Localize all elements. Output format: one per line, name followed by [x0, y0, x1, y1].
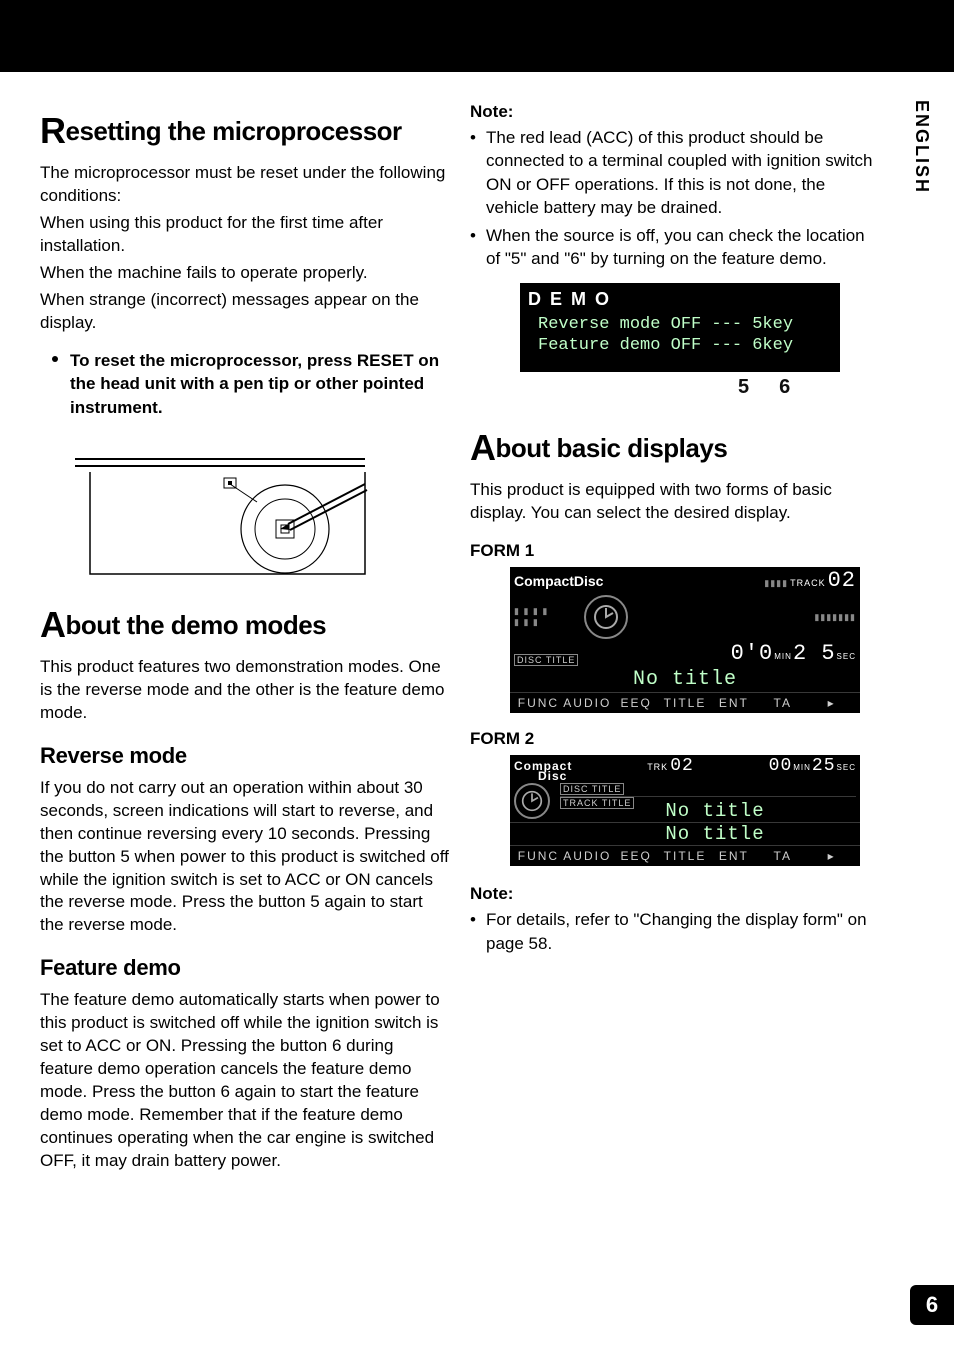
- basic-title-rest: bout basic displays: [496, 433, 728, 463]
- form1-menu-6: ▸: [807, 696, 856, 710]
- form1-time: 0'0: [731, 641, 774, 666]
- form2-trk-label: TRK: [647, 762, 668, 772]
- feature-demo-title: Feature demo: [40, 955, 450, 981]
- basic-bigcap: A: [470, 427, 496, 468]
- demo-bigcap: A: [40, 604, 66, 645]
- feature-demo-body: The feature demo automatically starts wh…: [40, 989, 450, 1173]
- form1-no-title: No title: [633, 668, 737, 691]
- demo-num-5: 5: [738, 376, 749, 399]
- left-column: Resetting the microprocessor The micropr…: [40, 102, 450, 1177]
- form1-menu-0: FUNC: [514, 696, 563, 710]
- demo-lcd-screenshot: D E M O Reverse mode OFF --- 5key Featur…: [520, 283, 840, 373]
- page-number-badge: 6: [910, 1285, 954, 1325]
- form1-track-num: 02: [828, 568, 856, 593]
- right-column: Note: The red lead (ACC) of this product…: [470, 102, 880, 1177]
- form2-menu-0: FUNC: [514, 849, 563, 863]
- cd-icon: [584, 595, 628, 639]
- form1-menu-row: FUNC AUDIO EEQ TITLE ENT TA ▸: [510, 692, 860, 713]
- form1-time-min: MIN: [774, 652, 792, 661]
- form2-disc-title-label: DISC TITLE: [560, 783, 624, 795]
- form2-cd-label2: Disc: [514, 769, 567, 783]
- form2-track-title-label: TRACK TITLE: [560, 797, 634, 809]
- resetting-p3: When the machine fails to operate proper…: [40, 262, 450, 285]
- header-bar: [0, 0, 954, 72]
- resetting-p1: The microprocessor must be reset under t…: [40, 162, 450, 208]
- form1-menu-2: EEQ: [612, 696, 661, 710]
- form2-trk-num: 02: [670, 756, 694, 776]
- form2-time-sec-val: 25: [812, 756, 836, 776]
- bullet-icon: [52, 356, 58, 362]
- form2-menu-5: TA: [758, 849, 807, 863]
- form1-time-sec-val: 2 5: [793, 641, 836, 666]
- form2-menu-1: AUDIO: [563, 849, 612, 863]
- basic-title: About basic displays: [470, 427, 880, 469]
- form2-time: 00: [769, 756, 793, 776]
- demo-num-6: 6: [779, 376, 790, 399]
- note1-label: Note:: [470, 102, 880, 122]
- reset-instruction: To reset the microprocessor, press RESET…: [52, 349, 450, 420]
- note1-item-0: The red lead (ACC) of this product shoul…: [470, 126, 880, 220]
- demo-lcd-title: D E M O: [528, 289, 832, 310]
- note1-item-1: When the source is off, you can check th…: [470, 224, 880, 271]
- form2-no-title2: No title: [665, 823, 764, 845]
- form2-menu-2: EEQ: [612, 849, 661, 863]
- language-tab: ENGLISH: [911, 100, 932, 194]
- form1-menu-3: TITLE: [661, 696, 710, 710]
- form1-menu-5: TA: [758, 696, 807, 710]
- resetting-title: Resetting the microprocessor: [40, 110, 450, 152]
- form1-label: FORM 1: [470, 541, 880, 561]
- form1-menu-1: AUDIO: [563, 696, 612, 710]
- demo-title: About the demo modes: [40, 604, 450, 646]
- note2-list: For details, refer to "Changing the disp…: [470, 908, 880, 955]
- reset-illustration: [70, 434, 370, 584]
- form1-menu-4: ENT: [709, 696, 758, 710]
- form2-no-title1: No title: [665, 800, 764, 822]
- reverse-mode-title: Reverse mode: [40, 743, 450, 769]
- form2-screenshot: Compact Disc TRK 02 00 MIN 25 SEC: [510, 755, 860, 866]
- resetting-p4: When strange (incorrect) messages appear…: [40, 289, 450, 335]
- note2-label: Note:: [470, 884, 880, 904]
- form2-menu-4: ENT: [709, 849, 758, 863]
- form2-time-min: MIN: [793, 763, 811, 772]
- form1-cd-label: CompactDisc: [514, 573, 603, 589]
- resetting-title-rest: esetting the microprocessor: [66, 116, 402, 146]
- reverse-mode-body: If you do not carry out an operation wit…: [40, 777, 450, 938]
- demo-title-rest: bout the demo modes: [66, 610, 327, 640]
- demo-lcd-nums: 5 6: [738, 376, 880, 399]
- demo-lcd-line1: Reverse mode OFF --- 5key: [528, 314, 832, 335]
- form2-menu-3: TITLE: [661, 849, 710, 863]
- basic-intro: This product is equipped with two forms …: [470, 479, 880, 525]
- note2-item-0: For details, refer to "Changing the disp…: [470, 908, 880, 955]
- reset-bullet-text: To reset the microprocessor, press RESET…: [70, 349, 450, 420]
- form1-screenshot: CompactDisc ▮▮▮▮ TRACK 02 ▮ ▮ ▮ ▮ ▮ ▮ ▮ …: [510, 567, 860, 713]
- resetting-bigcap: R: [40, 110, 66, 151]
- form2-menu-6: ▸: [807, 849, 856, 863]
- form1-disc-title-label: DISC TITLE: [514, 654, 578, 666]
- form2-menu-row: FUNC AUDIO EEQ TITLE ENT TA ▸: [510, 845, 860, 866]
- form2-label: FORM 2: [470, 729, 880, 749]
- demo-intro: This product features two demonstration …: [40, 656, 450, 725]
- form1-track-label: TRACK: [790, 578, 826, 588]
- demo-lcd-line2: Feature demo OFF --- 6key: [528, 335, 832, 356]
- form1-time-sec: SEC: [837, 652, 856, 661]
- note1-list: The red lead (ACC) of this product shoul…: [470, 126, 880, 271]
- form2-time-sec: SEC: [837, 763, 856, 772]
- resetting-p2: When using this product for the first ti…: [40, 212, 450, 258]
- page-content: Resetting the microprocessor The micropr…: [0, 72, 954, 1197]
